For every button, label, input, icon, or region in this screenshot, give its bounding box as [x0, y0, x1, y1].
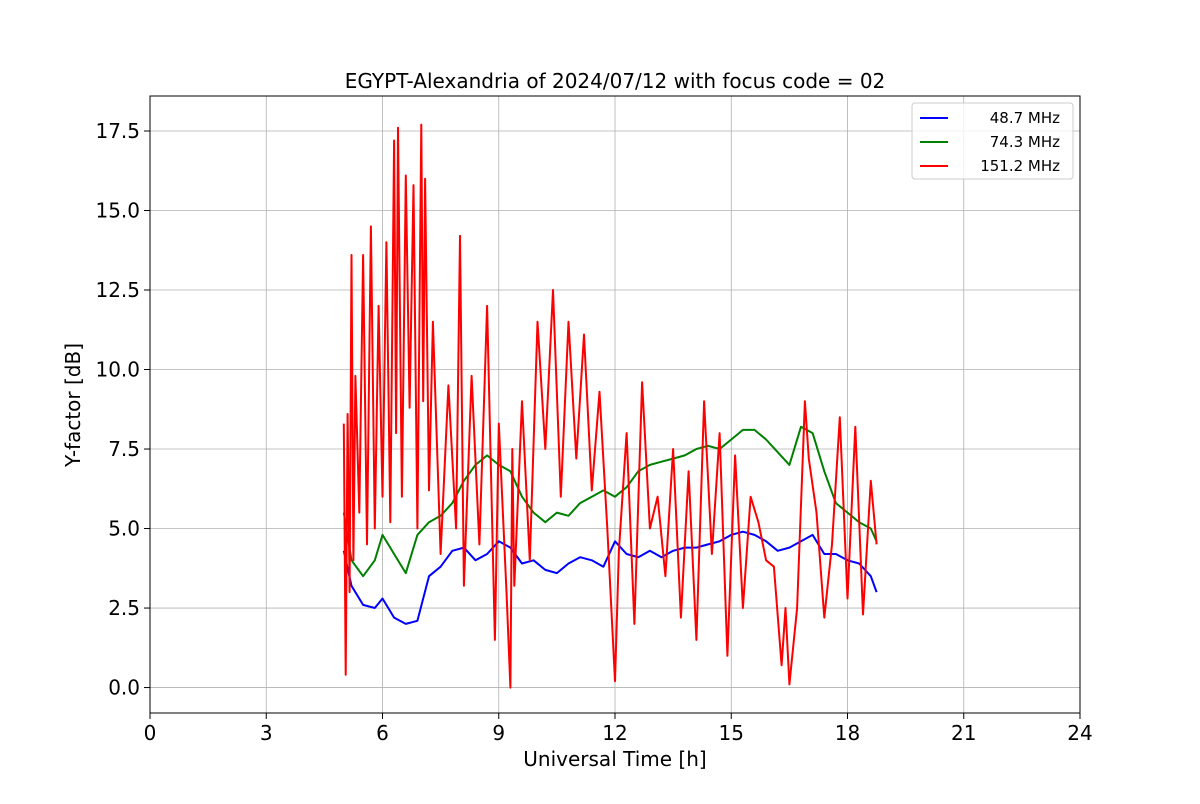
- x-tick-label: 18: [835, 721, 860, 745]
- legend-label: 74.3 MHz: [990, 133, 1060, 151]
- x-tick-label: 0: [144, 721, 157, 745]
- series-line-1: [342, 425, 878, 578]
- x-tick-label: 9: [492, 721, 505, 745]
- x-tick-label: 6: [376, 721, 389, 745]
- x-tick-label: 15: [719, 721, 744, 745]
- y-tick-label: 12.5: [95, 278, 140, 302]
- x-axis-label: Universal Time [h]: [523, 747, 706, 771]
- chart-title: EGYPT-Alexandria of 2024/07/12 with focu…: [345, 69, 886, 93]
- y-tick-label: 5.0: [108, 517, 140, 541]
- legend-label: 48.7 MHz: [990, 109, 1060, 127]
- y-tick-label: 17.5: [95, 119, 140, 143]
- y-tick-label: 15.0: [95, 198, 140, 222]
- legend-box: [911, 102, 1074, 180]
- x-tick-label: 24: [1067, 721, 1092, 745]
- series-layer: [342, 123, 878, 689]
- x-tick-label: 12: [602, 721, 627, 745]
- y-tick-label: 0.0: [108, 676, 140, 700]
- y-tick-label: 2.5: [108, 596, 140, 620]
- tick-layer: 0 3 6 9 12 15 18 21 24 0.0 2.5 5.0 7.5 10.0 12.5 15.0 17…: [95, 119, 1092, 745]
- legend-label: 151.2 MHz: [980, 157, 1060, 175]
- y-axis-label: Y-factor [dB]: [61, 343, 85, 468]
- series-line-2: [342, 123, 878, 689]
- legend: 48.7 MHz 74.3 MHz 151.2 MHz: [911, 102, 1074, 180]
- x-tick-label: 3: [260, 721, 273, 745]
- y-tick-label: 10.0: [95, 358, 140, 382]
- y-tick-label: 7.5: [108, 437, 140, 461]
- x-tick-label: 21: [951, 721, 976, 745]
